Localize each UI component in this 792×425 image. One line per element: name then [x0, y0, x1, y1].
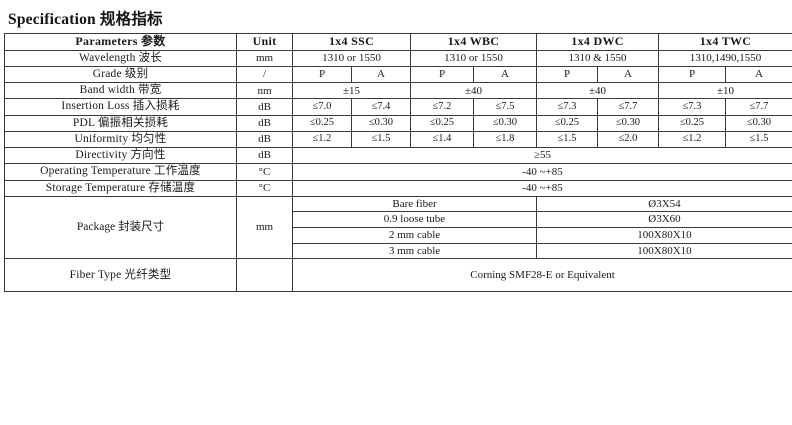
table-row-package: Package 封装尺寸 mm Bare fiber Ø3X54	[4, 195, 792, 260]
cell-pdl-wbc-p: ≤0.25	[410, 114, 474, 132]
cell-wavelength-dwc: 1310 & 1550	[536, 49, 659, 68]
cell-uni-twc-a: ≤1.5	[725, 130, 792, 149]
cell-il-wbc-p: ≤7.2	[410, 98, 474, 116]
cell-package-size-3mm-cable: 100X80X10	[536, 242, 792, 260]
table-row: Insertion Loss 插入损耗 dB ≤7.0 ≤7.4 ≤7.2 ≤7…	[4, 98, 792, 116]
cell-fiber-type-value: Corning SMF28-E or Equivalent	[292, 258, 792, 293]
cell-pdl-dwc-p: ≤0.25	[536, 114, 598, 132]
header-product-dwc: 1x4 DWC	[536, 33, 659, 51]
row-label-fiber-type: Fiber Type 光纤类型	[4, 258, 237, 293]
table-row: Band width 带宽 nm ±15 ±40 ±40 ±10	[4, 82, 792, 100]
row-label-operating-temperature: Operating Temperature 工作温度	[4, 163, 237, 181]
cell-uni-ssc-p: ≤1.2	[292, 130, 352, 149]
specification-table: Parameters 参数 Unit 1x4 SSC 1x4 WBC 1x4 D…	[4, 33, 792, 293]
cell-il-ssc-p: ≤7.0	[292, 98, 352, 116]
cell-pdl-wbc-a: ≤0.30	[473, 114, 537, 132]
cell-wavelength-twc: 1310,1490,1550	[658, 49, 792, 68]
table-row: Storage Temperature 存储温度 °C -40 ~+85	[4, 179, 792, 197]
row-label-bandwidth: Band width 带宽	[4, 82, 237, 100]
cell-wavelength-wbc: 1310 or 1550	[410, 49, 537, 68]
cell-il-twc-p: ≤7.3	[658, 98, 726, 116]
header-unit: Unit	[236, 33, 293, 51]
cell-grade-wbc-p: P	[410, 66, 474, 84]
cell-uni-twc-p: ≤1.2	[658, 130, 726, 149]
cell-bandwidth-dwc: ±40	[536, 82, 659, 100]
cell-il-dwc-p: ≤7.3	[536, 98, 598, 116]
cell-pdl-twc-p: ≤0.25	[658, 114, 726, 132]
cell-bandwidth-twc: ±10	[658, 82, 792, 100]
row-label-uniformity: Uniformity 均匀性	[4, 130, 237, 149]
header-product-ssc: 1x4 SSC	[292, 33, 411, 51]
cell-operating-temperature-all: -40 ~+85	[292, 163, 792, 181]
row-label-grade: Grade 级别	[4, 66, 237, 84]
cell-package-type-bare-fiber: Bare fiber	[292, 195, 537, 213]
cell-bandwidth-wbc: ±40	[410, 82, 537, 100]
cell-grade-twc-a: A	[725, 66, 792, 84]
cell-grade-dwc-a: A	[597, 66, 659, 84]
table-row: Uniformity 均匀性 dB ≤1.2 ≤1.5 ≤1.4 ≤1.8 ≤1…	[4, 130, 792, 149]
page-title: Specification 规格指标	[8, 11, 163, 28]
row-unit-bandwidth: nm	[236, 82, 293, 100]
cell-package-size-loose-tube: Ø3X60	[536, 211, 792, 229]
cell-grade-ssc-a: A	[351, 66, 411, 84]
row-unit-operating-temperature: °C	[236, 163, 293, 181]
table-row-package: 3 mm cable 100X80X10	[5, 242, 792, 260]
cell-il-twc-a: ≤7.7	[725, 98, 792, 116]
cell-uni-ssc-a: ≤1.5	[351, 130, 411, 149]
table-row: Operating Temperature 工作温度 °C -40 ~+85	[4, 163, 792, 181]
table-row: PDL 偏振相关损耗 dB ≤0.25 ≤0.30 ≤0.25 ≤0.30 ≤0…	[4, 114, 792, 132]
cell-package-size-2mm-cable: 100X80X10	[536, 227, 792, 244]
row-label-pdl: PDL 偏振相关损耗	[4, 114, 237, 132]
table-row: Fiber Type 光纤类型 Corning SMF28-E or Equiv…	[4, 258, 792, 293]
row-label-wavelength: Wavelength 波长	[4, 49, 237, 68]
cell-package-type-2mm-cable: 2 mm cable	[292, 227, 537, 244]
cell-il-wbc-a: ≤7.5	[473, 98, 537, 116]
row-label-directivity: Directivity 方向性	[4, 147, 237, 165]
cell-wavelength-ssc: 1310 or 1550	[292, 49, 411, 68]
cell-il-dwc-a: ≤7.7	[597, 98, 659, 116]
cell-grade-wbc-a: A	[473, 66, 537, 84]
cell-uni-wbc-p: ≤1.4	[410, 130, 474, 149]
table-row: Directivity 方向性 dB ≥55	[4, 147, 792, 165]
table-header-row: Parameters 参数 Unit 1x4 SSC 1x4 WBC 1x4 D…	[4, 33, 792, 51]
row-unit-fiber-type	[236, 258, 293, 293]
cell-grade-twc-p: P	[658, 66, 726, 84]
table-row: Wavelength 波长 mm 1310 or 1550 1310 or 15…	[4, 49, 792, 68]
cell-package-type-3mm-cable: 3 mm cable	[292, 242, 537, 260]
header-product-wbc: 1x4 WBC	[410, 33, 537, 51]
row-label-insertion-loss: Insertion Loss 插入损耗	[4, 98, 237, 116]
row-unit-grade: /	[236, 66, 293, 84]
cell-storage-temperature-all: -40 ~+85	[292, 179, 792, 197]
cell-il-ssc-a: ≤7.4	[351, 98, 411, 116]
row-unit-package: mm	[236, 195, 293, 260]
row-unit-insertion-loss: dB	[236, 98, 293, 116]
cell-grade-dwc-p: P	[536, 66, 598, 84]
header-product-twc: 1x4 TWC	[658, 33, 792, 51]
cell-directivity-all: ≥55	[292, 147, 792, 165]
header-parameters: Parameters 参数	[4, 33, 237, 51]
cell-pdl-dwc-a: ≤0.30	[597, 114, 659, 132]
cell-package-size-bare-fiber: Ø3X54	[536, 195, 792, 213]
cell-uni-dwc-p: ≤1.5	[536, 130, 598, 149]
cell-pdl-twc-a: ≤0.30	[725, 114, 792, 132]
row-unit-directivity: dB	[236, 147, 293, 165]
row-unit-storage-temperature: °C	[236, 179, 293, 197]
cell-bandwidth-ssc: ±15	[292, 82, 411, 100]
row-unit-pdl: dB	[236, 114, 293, 132]
row-label-package: Package 封装尺寸	[4, 195, 237, 260]
cell-uni-wbc-a: ≤1.8	[473, 130, 537, 149]
table-row: Grade 级别 / P A P A P A P A	[4, 66, 792, 84]
row-label-storage-temperature: Storage Temperature 存储温度	[4, 179, 237, 197]
cell-grade-ssc-p: P	[292, 66, 352, 84]
cell-package-type-loose-tube: 0.9 loose tube	[292, 211, 537, 229]
cell-pdl-ssc-p: ≤0.25	[292, 114, 352, 132]
row-unit-uniformity: dB	[236, 130, 293, 149]
cell-uni-dwc-a: ≤2.0	[597, 130, 659, 149]
row-unit-wavelength: mm	[236, 49, 293, 68]
cell-pdl-ssc-a: ≤0.30	[351, 114, 411, 132]
